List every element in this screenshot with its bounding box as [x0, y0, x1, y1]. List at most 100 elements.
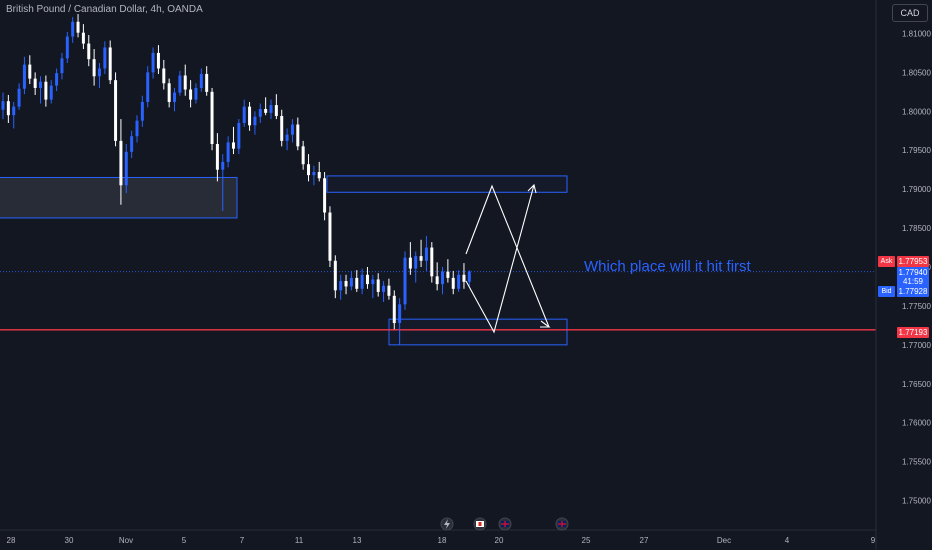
candle-body	[55, 73, 59, 86]
candle	[419, 239, 423, 267]
price-tick-label: 1.79000	[902, 185, 931, 194]
candle	[81, 24, 85, 50]
candle	[199, 68, 203, 92]
candle	[156, 45, 160, 74]
candle-body	[365, 274, 369, 285]
price-tick-label: 1.81000	[902, 29, 931, 38]
candle	[328, 206, 332, 267]
candle	[365, 267, 369, 289]
candle	[140, 95, 144, 127]
candle-body	[285, 134, 289, 141]
candle	[22, 56, 26, 95]
candle	[49, 80, 53, 104]
candle-body	[97, 68, 101, 77]
candle	[264, 97, 268, 116]
candle-body	[371, 279, 375, 285]
candle	[290, 119, 294, 143]
candle	[317, 161, 321, 182]
candle-body	[307, 164, 311, 176]
bid-label: Bid	[878, 286, 895, 297]
candle	[371, 274, 375, 299]
candle-body	[339, 281, 343, 291]
price-tick-label: 1.76000	[902, 419, 931, 428]
candle-body	[280, 115, 284, 141]
candle	[344, 274, 348, 295]
candle-body	[441, 271, 445, 285]
candle	[301, 140, 305, 170]
candle-body	[140, 101, 144, 121]
candle	[183, 64, 187, 96]
candle	[215, 133, 219, 182]
candle	[231, 126, 235, 155]
candle-body	[446, 271, 450, 278]
candle	[178, 70, 182, 96]
candle-body	[65, 36, 69, 59]
price-tick-label: 1.75500	[902, 458, 931, 467]
candle-body	[81, 32, 85, 44]
candle	[65, 31, 69, 64]
candle-body	[269, 105, 273, 113]
candle	[387, 278, 391, 300]
event-icons	[440, 517, 569, 531]
candle-body	[467, 271, 471, 282]
candle	[253, 111, 257, 135]
candle	[60, 52, 64, 80]
candle	[76, 14, 80, 38]
candle-body	[242, 106, 246, 123]
candle	[467, 270, 471, 287]
candle	[274, 94, 278, 120]
candle	[130, 130, 134, 159]
candle-body	[162, 68, 166, 84]
candle-body	[49, 85, 53, 100]
candle	[451, 270, 455, 295]
candle-body	[290, 124, 294, 135]
candle	[1, 92, 5, 120]
zone-box	[326, 175, 568, 193]
candle	[408, 242, 412, 275]
arrow-path-down-first	[465, 184, 535, 334]
candle-body	[462, 274, 466, 282]
candle-body	[414, 256, 418, 269]
currency-button[interactable]: CAD	[892, 4, 928, 22]
candle	[205, 66, 209, 96]
candle-body	[92, 59, 96, 77]
candle-body	[253, 116, 257, 126]
candle	[296, 117, 300, 151]
candle	[376, 273, 380, 297]
candle	[210, 87, 214, 151]
candle-body	[333, 260, 337, 291]
candle	[189, 80, 193, 108]
candle-body	[60, 58, 64, 74]
candle-body	[87, 43, 91, 60]
annotation-text: Which place will it hit first	[584, 258, 751, 275]
candle	[430, 242, 434, 283]
last-price-tag: 1.77940	[897, 267, 929, 278]
candle	[173, 87, 177, 112]
candle	[242, 99, 246, 127]
time-axis: 28 30 Nov 5 7 11 13 18 20 25 27 Dec 4 9	[0, 529, 876, 545]
price-tick-label: 1.76500	[902, 380, 931, 389]
candle-body	[146, 72, 150, 102]
candle	[441, 267, 445, 295]
uk-flag-icon	[555, 517, 569, 531]
candle	[28, 55, 32, 85]
candle-body	[301, 146, 305, 165]
candle	[339, 274, 343, 300]
candle-body	[124, 151, 128, 186]
candle-body	[424, 247, 428, 261]
candle-body	[156, 52, 160, 69]
candle-body	[6, 101, 10, 116]
candle-body	[210, 91, 214, 145]
time-tick-label: Dec	[717, 536, 731, 545]
candle-body	[71, 21, 75, 37]
candle	[162, 59, 166, 90]
time-tick-label: 4	[785, 536, 790, 545]
price-tick-label: 1.77500	[902, 302, 931, 311]
candle	[360, 268, 364, 295]
candle-body	[17, 88, 21, 107]
candle-body	[403, 257, 407, 305]
candle-body	[408, 257, 412, 269]
time-tick-label: 28	[7, 536, 16, 545]
candle-body	[355, 277, 359, 289]
